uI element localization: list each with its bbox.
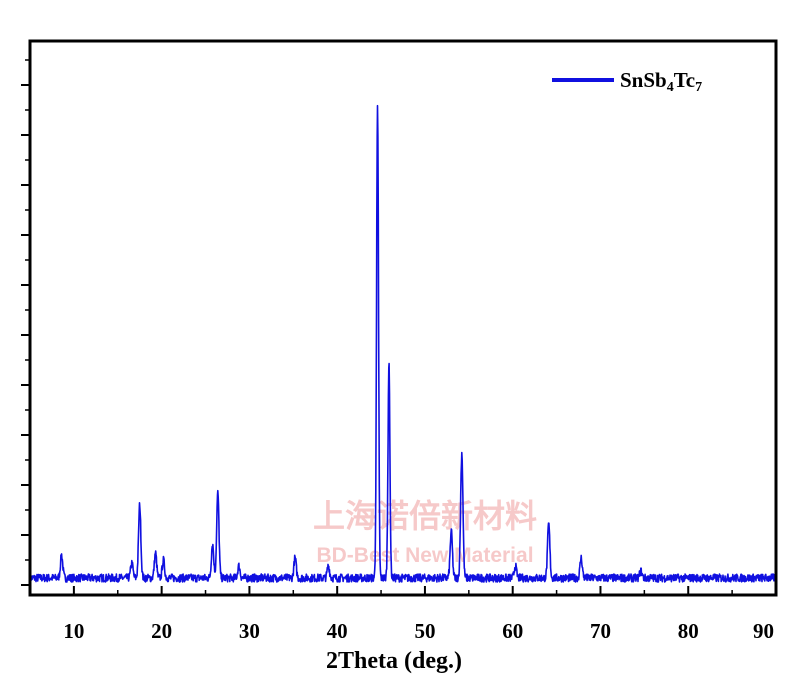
watermark-english: BD-Best New Material bbox=[316, 544, 533, 567]
legend: SnSb4Tc7 bbox=[552, 68, 702, 95]
x-tick-label-60: 60 bbox=[502, 619, 523, 643]
x-tick-label-30: 30 bbox=[239, 619, 260, 643]
x-axis-tick-labels: 10 20 30 40 50 60 70 80 90 bbox=[63, 619, 774, 643]
series-line-snsb4te7 bbox=[29, 104, 777, 583]
x-tick-label-10: 10 bbox=[63, 619, 84, 643]
plot-frame bbox=[28, 39, 778, 597]
legend-label: SnSb4Tc7 bbox=[620, 68, 702, 95]
x-axis-title: 2Theta (deg.) bbox=[326, 648, 462, 674]
x-tick-label-90: 90 bbox=[753, 619, 774, 643]
x-tick-label-70: 70 bbox=[590, 619, 611, 643]
x-tick-label-40: 40 bbox=[327, 619, 348, 643]
x-tick-label-80: 80 bbox=[678, 619, 699, 643]
x-tick-label-20: 20 bbox=[151, 619, 172, 643]
watermark-chinese: 上海诺倍新材料 bbox=[313, 497, 537, 535]
x-tick-label-50: 50 bbox=[414, 619, 435, 643]
